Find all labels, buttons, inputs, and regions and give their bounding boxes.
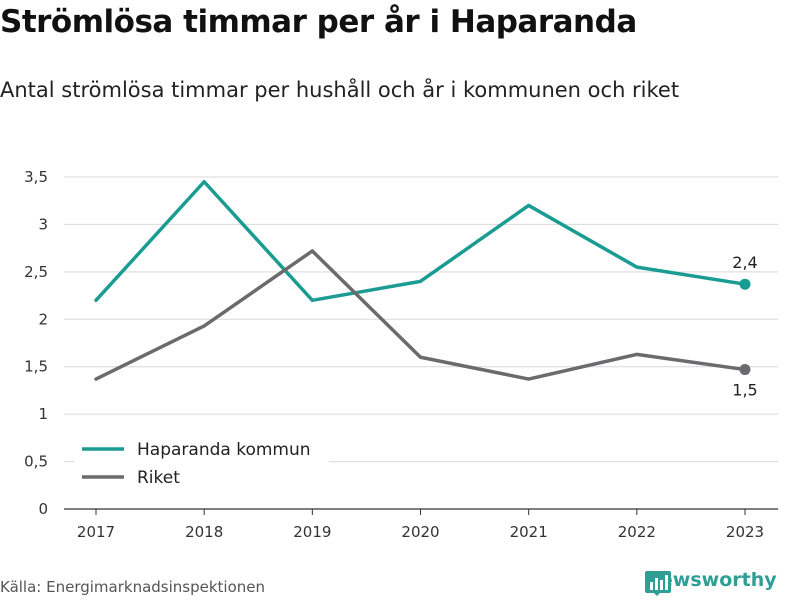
y-tick-label: 2,5 [24,263,48,281]
source-note: Källa: Energimarknadsinspektionen [0,578,266,596]
x-tick-label: 2023 [726,523,764,541]
chart-subtitle: Antal strömlösa timmar per hushåll och å… [0,78,680,102]
brand-name: Newsworthy [644,569,777,591]
legend: Haparanda kommun Riket [74,434,329,496]
x-tick-label: 2019 [293,523,331,541]
y-tick-label: 3 [38,215,48,233]
chart-title: Strömlösa timmar per år i Haparanda [0,4,637,40]
end-point-riket [739,364,751,376]
end-point-haparanda [739,278,751,290]
y-tick-label: 0,5 [24,453,48,471]
y-tick-label: 1,5 [24,358,48,376]
x-tick-label: 2018 [185,523,223,541]
x-tick-label: 2020 [401,523,439,541]
legend-label: Haparanda kommun [137,440,311,460]
y-tick-label: 3,5 [24,168,48,186]
y-tick-label: 1 [38,405,48,423]
legend-background [74,434,329,496]
x-tick-label: 2017 [77,523,115,541]
series-lines: 2,4 1,5 [94,179,758,400]
newsworthy-logo: Newsworthy [644,569,777,596]
x-tick-label: 2021 [510,523,548,541]
grid-lines [64,176,778,510]
newsworthy-icon [645,571,671,596]
y-tick-label: 0 [38,500,48,518]
x-tick-labels: 2017 2018 2019 2020 2021 2022 2023 [77,509,764,541]
end-label: 2,4 [732,253,757,272]
series-line-riket [94,249,747,381]
legend-label: Riket [137,468,180,488]
end-label: 1,5 [732,381,757,400]
y-tick-label: 2 [38,310,48,328]
y-tick-labels: 0 0,5 1 1,5 2 2,5 3 3,5 [24,168,48,518]
x-tick-label: 2022 [618,523,656,541]
series-line-haparanda [94,179,747,303]
